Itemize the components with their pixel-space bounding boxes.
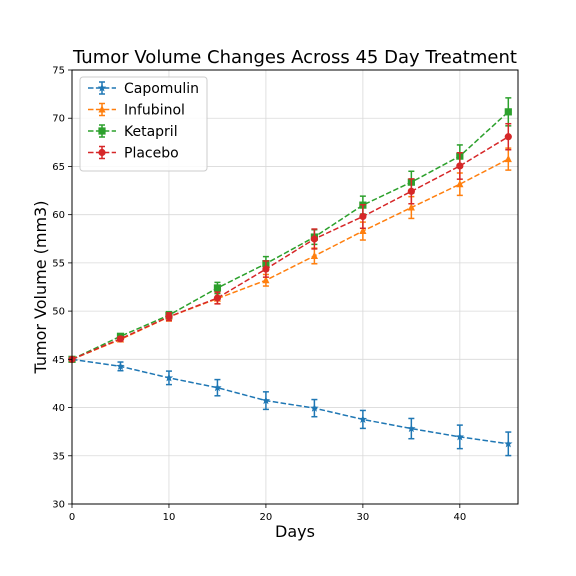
plot-frame — [71, 69, 519, 505]
chart-title: Tumor Volume Changes Across 45 Day Treat… — [72, 47, 517, 68]
series-placebo — [68, 122, 512, 363]
capomulin-point — [504, 439, 513, 448]
infubinol-point — [359, 226, 367, 235]
legend-marker-capomulin — [97, 83, 107, 92]
capomulin-point — [455, 432, 465, 441]
capomulin-point — [358, 415, 368, 423]
placebo-point — [116, 335, 125, 343]
ticks: 0 10 20 30 40 30 35 40 45 50 55 60 65 70 75 — [52, 66, 466, 524]
legend: Capomulin Infubinol Ketapril Placebo — [79, 76, 208, 172]
infubinol-point — [504, 154, 512, 163]
y-tick-label: 50 — [52, 307, 65, 318]
capomulin-line — [71, 358, 509, 445]
legend-entry-infubinol: Infubinol — [88, 103, 185, 119]
x-axis-title: Days — [275, 522, 315, 541]
legend-label-ketapril: Ketapril — [124, 124, 178, 140]
ketapril-point — [504, 108, 512, 116]
infubinol-point — [310, 251, 318, 259]
infubinol-point — [262, 276, 270, 284]
y-axis-title: Tumor Volume (mm3) — [31, 201, 50, 375]
placebo-point — [359, 212, 367, 221]
series-capomulin — [67, 354, 513, 457]
x-tick-label: 40 — [453, 512, 466, 523]
capomulin-point — [261, 396, 271, 405]
legend-marker-infubinol — [98, 105, 106, 113]
placebo-point — [456, 162, 464, 170]
legend-entry-capomulin: Capomulin — [88, 81, 199, 97]
placebo-point — [504, 133, 512, 141]
legend-label-infubinol: Infubinol — [124, 103, 185, 119]
legend-label-capomulin: Capomulin — [124, 81, 199, 97]
x-tick-label: 0 — [69, 512, 75, 523]
capomulin-point — [310, 403, 319, 412]
placebo-point — [262, 265, 270, 273]
capomulin-point — [164, 373, 174, 382]
ketapril-point — [213, 284, 222, 292]
y-tick-label: 60 — [52, 210, 65, 221]
y-tick-label: 70 — [52, 114, 65, 125]
y-tick-label: 75 — [52, 66, 65, 77]
legend-marker-placebo — [98, 148, 106, 157]
legend-entry-placebo: Placebo — [88, 146, 179, 162]
legend-label-placebo: Placebo — [124, 146, 179, 162]
series-layer — [67, 97, 513, 457]
legend-entry-ketapril: Ketapril — [88, 124, 178, 140]
capomulin-point — [213, 383, 222, 392]
capomulin-point — [407, 424, 416, 433]
x-tick-label: 20 — [260, 512, 273, 523]
legend-marker-ketapril — [98, 127, 106, 135]
placebo-point — [213, 294, 222, 302]
legend-box — [79, 76, 208, 172]
capomulin-point — [116, 361, 125, 370]
y-tick-label: 55 — [52, 258, 65, 269]
ketapril-line — [71, 111, 509, 361]
placebo-line — [71, 136, 509, 361]
y-tick-label: 45 — [52, 355, 65, 366]
placebo-point — [407, 187, 415, 195]
y-tick-label: 30 — [52, 500, 65, 511]
y-tick-label: 40 — [52, 403, 65, 414]
placebo-point — [165, 313, 173, 321]
x-tick-label: 10 — [163, 512, 176, 523]
infubinol-point — [456, 179, 464, 188]
infubinol-point — [407, 203, 415, 211]
placebo-point — [310, 235, 318, 243]
y-tick-label: 35 — [52, 451, 65, 462]
y-tick-label: 65 — [52, 162, 65, 173]
x-tick-label: 30 — [357, 512, 370, 523]
